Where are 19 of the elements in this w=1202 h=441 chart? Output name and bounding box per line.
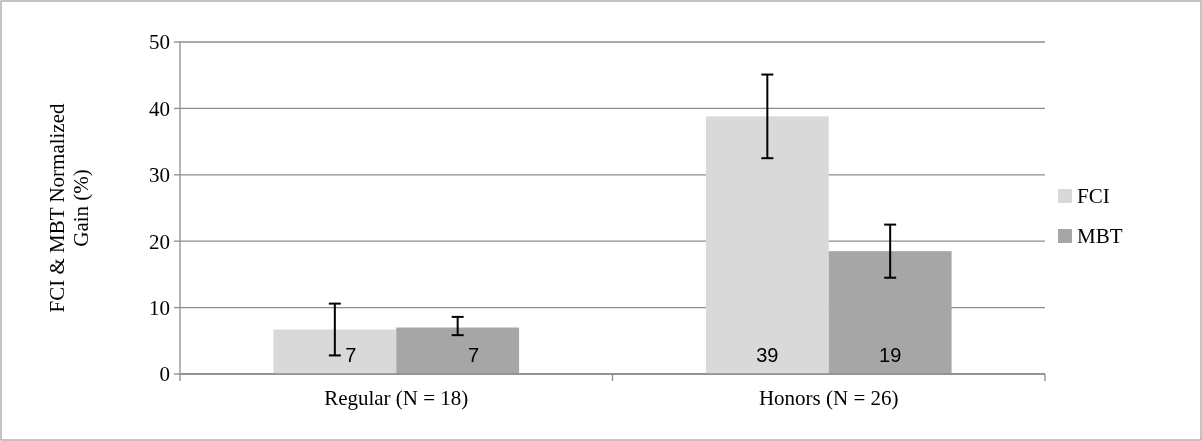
x-tick-label: Honors (N = 26)	[758, 386, 899, 410]
legend-label: MBT	[1077, 224, 1123, 249]
y-tick-label: 10	[149, 295, 170, 320]
y-tick-label: 30	[149, 163, 170, 188]
legend-label: FCI	[1077, 184, 1110, 209]
data-label: 39	[756, 344, 779, 366]
y-tick-label: 20	[149, 229, 170, 254]
bar	[828, 251, 952, 374]
data-label: 7	[468, 344, 480, 366]
y-tick-label: 0	[159, 362, 170, 387]
bar	[273, 329, 397, 374]
y-tick-label: 50	[149, 30, 170, 55]
y-axis-title: FCI & MBT Normalized Gain (%)	[44, 102, 93, 313]
data-label: 19	[879, 344, 902, 366]
data-label: 7	[345, 344, 357, 366]
x-tick-label: Regular (N = 18)	[324, 386, 469, 410]
bar	[396, 327, 520, 374]
y-tick-label: 40	[149, 96, 170, 121]
bar	[705, 116, 829, 374]
